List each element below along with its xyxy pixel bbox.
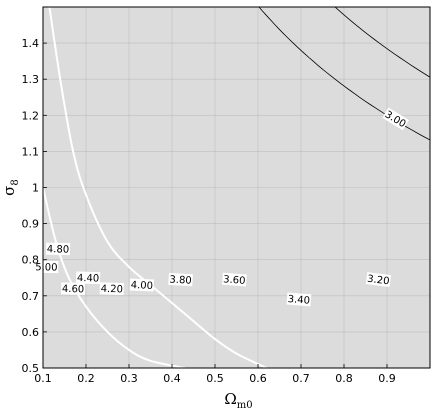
contour-label: 4.00 <box>129 278 155 292</box>
y-tick-label: 1.2 <box>22 109 40 122</box>
contour-line <box>334 7 430 78</box>
axis-ticks: 0.1 0.2 0.3 0.4 0.5 0.6 0.7 0.8 0.9 0.5 0.6 0.7 0.8 0… <box>22 37 396 385</box>
contour-label-text: 5.00 <box>35 262 57 273</box>
contour-lines <box>258 7 430 141</box>
contour-label-bg <box>129 278 155 292</box>
contour-line <box>258 7 430 141</box>
contour-label-bg <box>382 107 409 131</box>
contour-label: 4.80 <box>45 242 71 256</box>
x-tick-label: 0.2 <box>77 372 95 385</box>
y-tick-label: 1 <box>32 182 39 195</box>
contour-label: 5.00 <box>34 260 59 274</box>
contour-label-text: 4.40 <box>77 273 100 285</box>
x-tick-label: 0.4 <box>163 372 181 385</box>
x-tick-label: 0.6 <box>249 372 267 385</box>
y-tick-label: 0.5 <box>22 362 40 375</box>
x-tick-label: 0.5 <box>206 372 224 385</box>
y-tick-label: 0.6 <box>22 326 40 339</box>
highlight-curve <box>48 7 268 368</box>
contour-label-bg <box>99 282 124 295</box>
contour-label: 3.60 <box>221 272 247 287</box>
x-axis-label: Ωm0 <box>224 390 252 411</box>
contour-label: 3.20 <box>365 272 392 288</box>
contour-label-bg <box>168 272 193 287</box>
contour-label-text: 4.80 <box>47 244 70 256</box>
y-axis-label-subscript: 8 <box>10 179 21 185</box>
grid-lines <box>42 7 430 369</box>
contour-labels: 5.00 4.80 4.604.404.20 4.00 3.80 3.60 3.40 3.20… <box>34 107 409 307</box>
contour-label-bg <box>60 282 86 295</box>
contour-label: 4.40 <box>75 271 101 285</box>
y-axis-label-symbol: σ <box>0 186 18 196</box>
x-tick-label: 0.3 <box>120 372 138 385</box>
x-axis-label-subscript: m0 <box>237 400 253 411</box>
contour-label: 4.60 <box>60 282 86 295</box>
y-axis-label: σ8 <box>0 179 21 196</box>
x-tick-label: 0.8 <box>335 372 353 385</box>
x-axis-label-symbol: Ω <box>224 390 236 408</box>
y-tick-label: 0.7 <box>22 290 40 303</box>
contour-label: 3.40 <box>286 292 312 307</box>
y-tick-label: 1.4 <box>22 37 40 50</box>
contour-label-text: 4.00 <box>131 280 154 292</box>
y-tick-label: 0.8 <box>22 254 40 267</box>
contour-label-text: 3.60 <box>223 274 246 287</box>
contour-label-text: 4.20 <box>100 284 123 296</box>
contour-label-text: 3.20 <box>367 274 390 288</box>
contour-label-bg <box>34 260 59 274</box>
contour-label-text: 4.60 <box>62 284 84 295</box>
y-tick-label: 1.3 <box>22 73 40 86</box>
contour-label-bg <box>45 242 71 256</box>
contour-label-bg <box>365 272 392 288</box>
contour-label-text: 3.80 <box>169 274 192 286</box>
contour-label-text: 3.40 <box>287 294 310 307</box>
contour-label: 3.80 <box>168 272 193 287</box>
x-tick-label: 0.9 <box>378 372 396 385</box>
contour-label: 4.20 <box>99 282 124 296</box>
y-tick-label: 1.1 <box>22 145 40 158</box>
contour-label-bg <box>221 272 247 287</box>
x-tick-label: 0.7 <box>292 372 310 385</box>
contour-label-bg <box>286 292 312 307</box>
contour-label-bg <box>75 271 101 285</box>
x-tick-label: 0.1 <box>34 372 52 385</box>
y-tick-label: 0.9 <box>22 218 40 231</box>
